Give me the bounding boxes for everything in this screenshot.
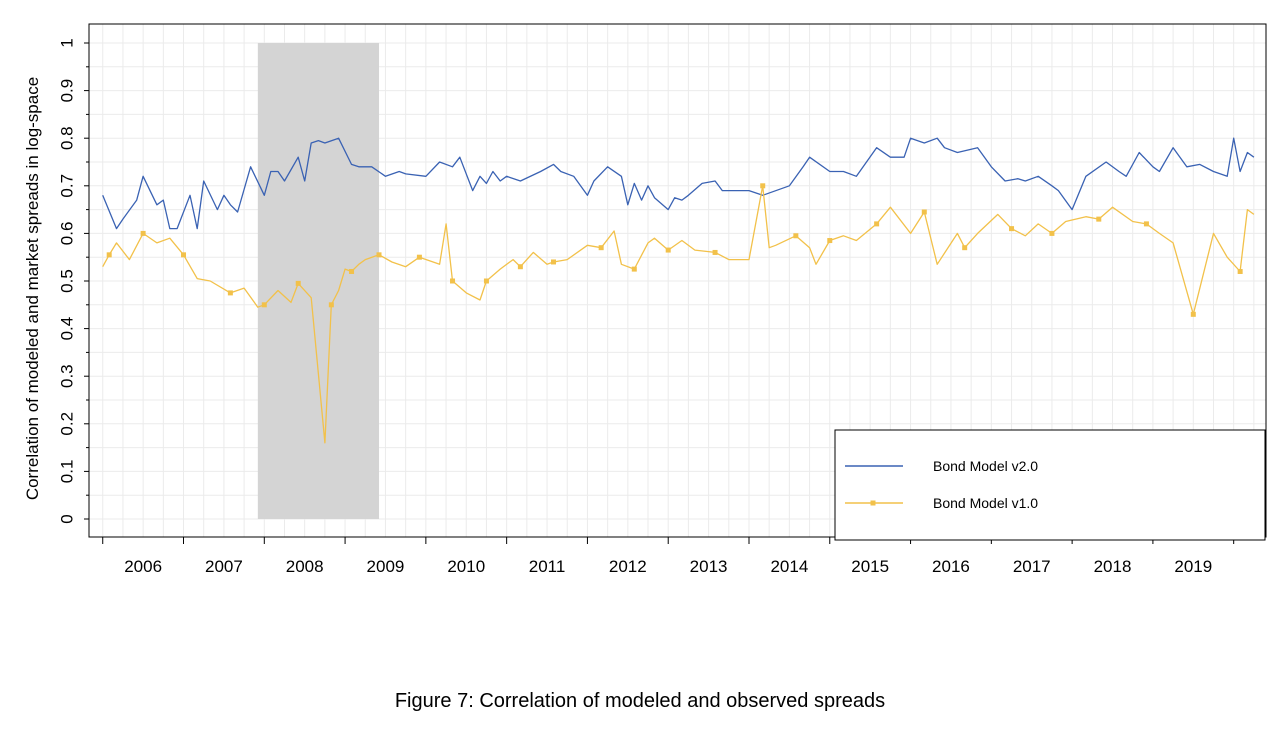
series-point-v1 bbox=[261, 302, 267, 308]
x-tick-label: 2011 bbox=[529, 557, 566, 576]
legend-v1-label: Bond Model v1.0 bbox=[933, 495, 1038, 511]
series-point-v1 bbox=[517, 264, 523, 270]
series-point-v1 bbox=[1237, 268, 1243, 274]
series-layer bbox=[102, 137, 1255, 444]
series-point-v1 bbox=[450, 278, 456, 284]
x-tick-label: 2019 bbox=[1174, 557, 1212, 576]
legend-box bbox=[834, 429, 1266, 541]
x-tick-label: 2010 bbox=[447, 557, 485, 576]
series-point-v1 bbox=[483, 278, 489, 284]
x-tick-label: 2012 bbox=[609, 557, 647, 576]
series-point-v1 bbox=[760, 183, 766, 189]
y-tick-label: 0.6 bbox=[58, 222, 77, 246]
series-point-v1 bbox=[712, 249, 718, 255]
legend-v1-marker bbox=[870, 500, 876, 506]
y-tick-label: 0.3 bbox=[58, 364, 77, 388]
axes: 0 0.1 0.2 0.3 0.4 0.5 0.6 0.7 0.8 0.9 1 2006 2007 200… bbox=[58, 38, 1235, 576]
series-point-v1 bbox=[1143, 221, 1149, 227]
series-point-v1 bbox=[376, 252, 382, 258]
legend: Bond Model v2.0 Bond Model v1.0 bbox=[834, 429, 1266, 541]
series-point-v1 bbox=[1009, 226, 1015, 232]
x-tick-label: 2009 bbox=[367, 557, 405, 576]
y-tick-label: 0.4 bbox=[58, 317, 77, 341]
series-point-v1 bbox=[416, 254, 422, 260]
series-point-v1 bbox=[921, 209, 927, 215]
x-tick-label: 2014 bbox=[770, 557, 808, 576]
y-tick-label: 0 bbox=[58, 514, 77, 523]
series-point-v1 bbox=[328, 302, 334, 308]
x-tick-label: 2007 bbox=[205, 557, 243, 576]
series-point-v1 bbox=[140, 230, 146, 236]
series-line-v1 bbox=[102, 185, 1255, 444]
y-tick-label: 1 bbox=[58, 38, 77, 47]
x-tick-label: 2013 bbox=[690, 557, 728, 576]
y-tick-label: 0.9 bbox=[58, 79, 77, 103]
series-point-v1 bbox=[106, 252, 112, 258]
series-point-v1 bbox=[1049, 230, 1055, 236]
series-point-v1 bbox=[827, 238, 833, 244]
y-tick-label: 0.7 bbox=[58, 174, 77, 198]
figure-caption: Figure 7: Correlation of modeled and obs… bbox=[394, 690, 886, 712]
series-point-v1 bbox=[227, 290, 233, 296]
x-tick-label: 2017 bbox=[1013, 557, 1051, 576]
x-tick-label: 2008 bbox=[286, 557, 324, 576]
series-point-v1 bbox=[874, 221, 880, 227]
series-point-v1 bbox=[181, 252, 187, 258]
series-point-v1 bbox=[349, 268, 355, 274]
x-tick-label: 2016 bbox=[932, 557, 970, 576]
x-tick-label: 2015 bbox=[851, 557, 889, 576]
y-tick-label: 0.8 bbox=[58, 126, 77, 150]
series-point-v1 bbox=[598, 245, 604, 251]
y-tick-label: 0.1 bbox=[58, 460, 77, 484]
series-point-v1 bbox=[1096, 216, 1102, 222]
legend-v2-label: Bond Model v2.0 bbox=[933, 458, 1038, 474]
series-line-v2 bbox=[102, 137, 1255, 230]
x-tick-label: 2006 bbox=[124, 557, 162, 576]
y-tick-label: 0.5 bbox=[58, 269, 77, 293]
series-point-v1 bbox=[550, 259, 556, 265]
series-point-v1 bbox=[665, 247, 671, 253]
y-tick-label: 0.2 bbox=[58, 412, 77, 436]
y-axis-title: Correlation of modeled and market spread… bbox=[23, 77, 42, 500]
series-point-v1 bbox=[1190, 311, 1196, 317]
x-tick-label: 2018 bbox=[1094, 557, 1132, 576]
series-point-v1 bbox=[793, 233, 799, 239]
series-point-v1 bbox=[962, 245, 968, 251]
series-point-v1 bbox=[631, 266, 637, 272]
shaded-period bbox=[257, 43, 380, 519]
series-point-v1 bbox=[295, 280, 301, 286]
